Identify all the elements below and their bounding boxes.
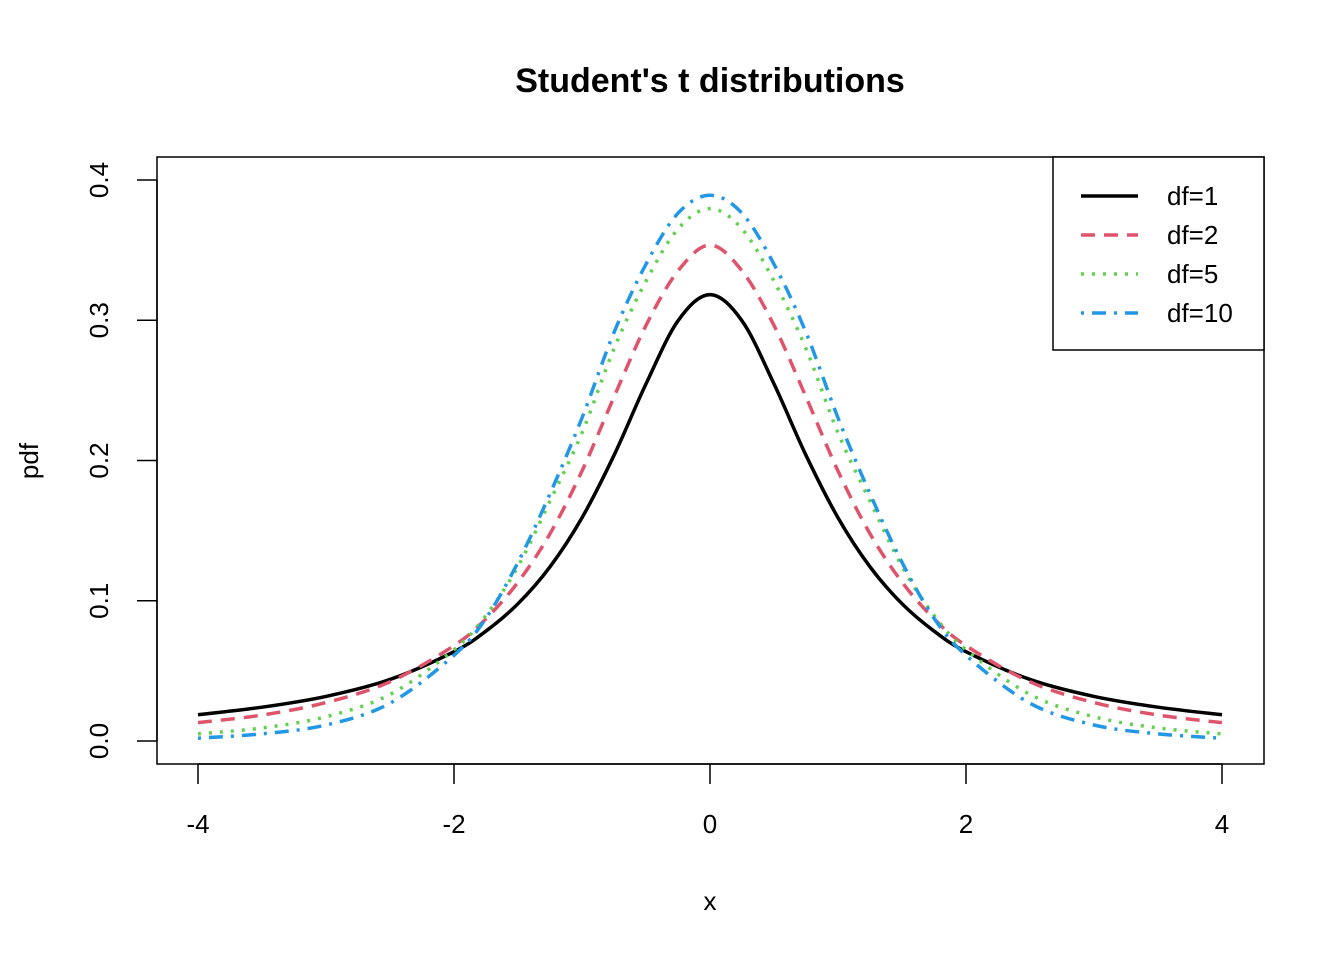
x-tick-label: 0 [703, 809, 717, 839]
series-group [197, 193, 1223, 740]
series-line-df-5 [197, 206, 1223, 736]
legend: df=1 df=2 df=5 df=10 [1052, 156, 1265, 351]
chart-title: Student's t distributions [515, 62, 905, 100]
x-tick-label: -4 [186, 809, 209, 839]
y-tick-label: 0.4 [84, 162, 114, 198]
legend-label: df=5 [1167, 259, 1218, 289]
y-tick-label: 0.2 [84, 442, 114, 478]
y-tick-label: 0.3 [84, 302, 114, 338]
y-axis-label: pdf [14, 442, 44, 479]
y-axis: 0.0 0.1 0.2 0.3 0.4 [84, 162, 158, 759]
x-axis-label: x [704, 886, 717, 916]
legend-label: df=1 [1167, 181, 1218, 211]
legend-box [1052, 156, 1265, 351]
series-line-df-10 [197, 193, 1223, 740]
series-line-df-2 [197, 243, 1223, 725]
y-tick-label: 0.1 [84, 583, 114, 619]
x-tick-label: 2 [959, 809, 973, 839]
series-line-df-1 [197, 292, 1223, 717]
x-tick-label: -2 [442, 809, 465, 839]
y-tick-label: 0.0 [84, 723, 114, 759]
x-tick-label: 4 [1215, 809, 1229, 839]
legend-label: df=10 [1167, 298, 1233, 328]
x-axis: -4 -2 0 2 4 [186, 763, 1229, 839]
legend-label: df=2 [1167, 220, 1218, 250]
